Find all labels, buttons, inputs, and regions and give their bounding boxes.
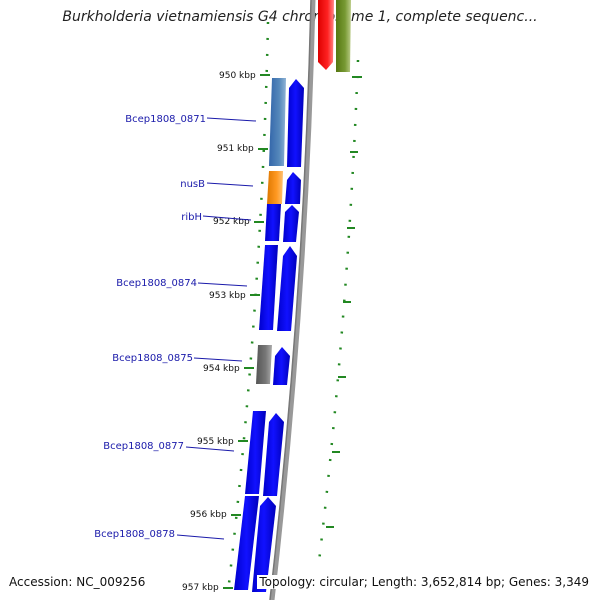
inner-tick-ring bbox=[316, 59, 360, 571]
feature-arrow-2[interactable] bbox=[285, 172, 301, 204]
feature-Bcep1808_0878-left[interactable] bbox=[234, 496, 259, 590]
connector-ribH bbox=[202, 215, 252, 221]
feature-Bcep1808_0874-left[interactable] bbox=[259, 245, 278, 330]
feature-nusB-left[interactable] bbox=[267, 171, 283, 204]
map-title: Burkholderia vietnamiensis G4 chromosome… bbox=[62, 9, 538, 25]
inner-tick-minor bbox=[326, 151, 358, 528]
feature-arrow-5[interactable] bbox=[273, 347, 290, 385]
gene-label-ribH[interactable]: ribH bbox=[181, 212, 202, 223]
gene-label-Bcep1808_0877[interactable]: Bcep1808_0877 bbox=[103, 441, 184, 452]
olive-feature[interactable] bbox=[336, 0, 351, 72]
feature-ribH-left[interactable] bbox=[265, 204, 281, 241]
tick-label-952: 952 kbp bbox=[213, 217, 250, 227]
accession-label: Accession: NC_009256 bbox=[9, 575, 146, 589]
tick-label-953: 953 kbp bbox=[209, 291, 246, 301]
gene-label-nusB[interactable]: nusB bbox=[180, 179, 205, 190]
connector-Bcep1808_0875 bbox=[193, 357, 243, 362]
connector-Bcep1808_0878 bbox=[176, 534, 225, 540]
tick-label-955: 955 kbp bbox=[197, 437, 234, 447]
feature-Bcep1808_0877-left[interactable] bbox=[245, 411, 266, 494]
feature-Bcep1808_0875-left[interactable] bbox=[256, 345, 272, 384]
feature-arrow-7[interactable] bbox=[252, 497, 276, 592]
connector-Bcep1808_0877 bbox=[185, 446, 235, 452]
gene-label-Bcep1808_0874[interactable]: Bcep1808_0874 bbox=[116, 278, 197, 289]
tick-label-954: 954 kbp bbox=[203, 364, 240, 374]
gene-label-Bcep1808_0875[interactable]: Bcep1808_0875 bbox=[112, 353, 193, 364]
connector-Bcep1808_0874 bbox=[197, 282, 248, 287]
backbone-line bbox=[269, 0, 316, 600]
feature-arrow-1[interactable] bbox=[287, 79, 304, 167]
genome-summary: Topology: circular; Length: 3,652,814 bp… bbox=[257, 575, 591, 589]
feature-arrow-6[interactable] bbox=[263, 413, 284, 496]
tick-label-950: 950 kbp bbox=[219, 71, 256, 81]
gene-label-Bcep1808_0878[interactable]: Bcep1808_0878 bbox=[94, 529, 175, 540]
feature-arrow-4[interactable] bbox=[277, 246, 297, 331]
backbone-shadow bbox=[269, 0, 312, 600]
connector-nusB bbox=[206, 182, 254, 187]
tick-label-957: 957 kbp bbox=[182, 583, 219, 593]
tick-label-956: 956 kbp bbox=[190, 510, 227, 520]
tick-label-951: 951 kbp bbox=[217, 144, 254, 154]
connector-Bcep1808_0871 bbox=[206, 117, 257, 122]
gene-label-Bcep1808_0871[interactable]: Bcep1808_0871 bbox=[125, 114, 206, 125]
feature-arrow-3[interactable] bbox=[283, 205, 299, 242]
feature-Bcep1808_0871-left[interactable] bbox=[269, 78, 286, 166]
red-feature[interactable] bbox=[318, 0, 334, 70]
